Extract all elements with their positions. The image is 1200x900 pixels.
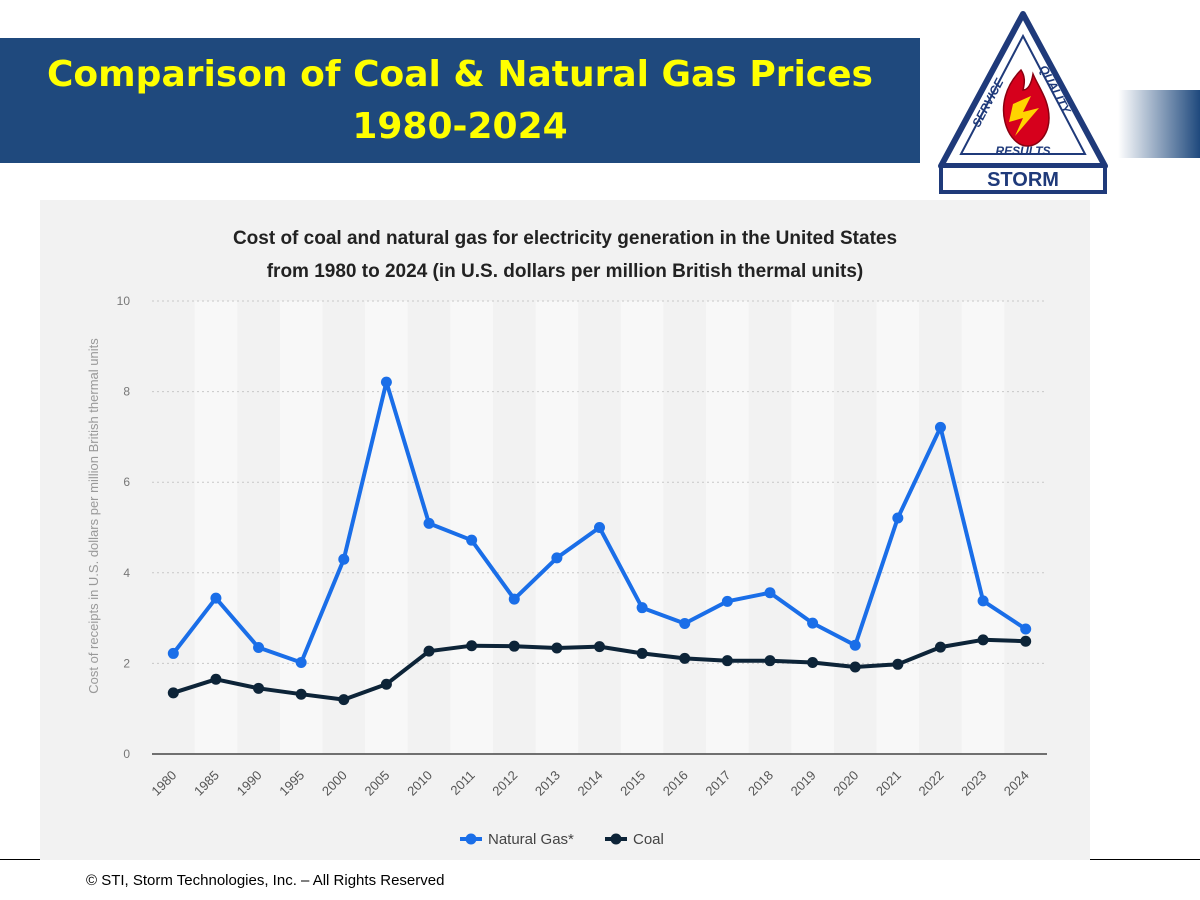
data-point-natural-gas <box>167 647 179 659</box>
x-tick-label: 2019 <box>788 768 819 799</box>
data-point-coal <box>764 655 776 667</box>
data-point-natural-gas <box>210 592 222 604</box>
slide-title-line-2: 1980-2024 <box>352 106 568 147</box>
column-band <box>365 301 408 754</box>
y-tick-label: 6 <box>123 475 130 489</box>
y-tick-label: 10 <box>117 294 131 308</box>
footer-copyright: © STI, Storm Technologies, Inc. – All Ri… <box>86 872 445 889</box>
legend: Natural Gas* Coal <box>460 831 664 848</box>
data-point-coal <box>167 687 179 699</box>
legend-label: Coal <box>633 831 664 848</box>
data-point-coal <box>892 658 904 670</box>
y-tick-label: 4 <box>123 566 130 580</box>
data-point-coal <box>423 645 435 657</box>
data-point-natural-gas <box>679 618 691 630</box>
data-point-coal <box>380 678 392 690</box>
data-point-coal <box>253 682 265 694</box>
slide-title-line-1: Comparison of Coal & Natural Gas Prices <box>47 54 873 95</box>
x-tick-label: 2011 <box>447 768 477 798</box>
title-banner: Comparison of Coal & Natural Gas Prices … <box>0 38 920 163</box>
data-point-coal <box>977 634 989 646</box>
x-tick-label: 1990 <box>234 768 265 799</box>
column-band <box>535 301 579 754</box>
x-tick-label: 2020 <box>830 768 861 799</box>
x-tick-label: 2000 <box>319 768 350 799</box>
y-tick-label: 0 <box>123 747 130 761</box>
data-point-coal <box>295 688 307 700</box>
data-point-natural-gas <box>423 517 435 529</box>
data-point-natural-gas <box>338 553 350 565</box>
data-point-coal <box>551 642 563 654</box>
x-tick-label: 1980 <box>148 768 179 799</box>
data-point-natural-gas <box>551 552 563 564</box>
x-tick-label: 2016 <box>660 768 691 799</box>
x-tick-label: 2021 <box>873 768 904 799</box>
data-point-natural-gas <box>849 639 861 651</box>
chart-panel: 0 2 4 6 8 10 1980 1985 1990 1995 2000 2005 2010 2011… <box>40 200 1090 860</box>
bottom-rule-right <box>1090 859 1200 860</box>
x-tick-label: 2018 <box>745 768 776 799</box>
data-point-coal <box>679 652 691 664</box>
column-band <box>791 301 834 754</box>
data-point-natural-gas <box>1020 623 1032 635</box>
data-point-coal <box>594 641 605 653</box>
y-tick-label: 8 <box>123 385 130 399</box>
data-point-natural-gas <box>253 642 265 654</box>
column-band <box>279 301 323 754</box>
column-band <box>450 301 493 754</box>
x-tick-label: 2015 <box>617 768 648 799</box>
data-point-natural-gas <box>764 587 776 599</box>
logo-results-text: RESULTS <box>995 144 1050 158</box>
data-point-natural-gas <box>636 602 648 614</box>
data-point-natural-gas <box>807 617 819 629</box>
bottom-rule-left <box>0 859 40 860</box>
data-point-natural-gas <box>594 522 605 533</box>
data-point-natural-gas <box>721 595 733 607</box>
x-tick-label: 2022 <box>916 768 947 799</box>
y-tick-label: 2 <box>123 656 130 670</box>
column-band <box>961 301 1005 754</box>
x-tick-label: 2012 <box>489 768 520 799</box>
data-point-coal <box>210 673 222 685</box>
logo-storm-text: STORM <box>987 169 1059 191</box>
data-point-natural-gas <box>380 376 392 388</box>
x-tick-label: 2023 <box>958 768 989 799</box>
column-band <box>620 301 664 754</box>
chart-title-line-2: from 1980 to 2024 (in U.S. dollars per m… <box>267 261 864 282</box>
storm-logo: SERVICE QUALITY RESULTS STORM <box>935 8 1113 196</box>
data-point-natural-gas <box>892 512 904 524</box>
data-point-natural-gas <box>977 595 989 607</box>
data-point-coal <box>338 694 350 706</box>
x-tick-label: 2017 <box>702 768 733 799</box>
data-point-coal <box>721 655 733 667</box>
data-point-coal <box>807 656 819 668</box>
data-point-coal <box>466 640 478 652</box>
data-point-natural-gas <box>934 421 946 433</box>
data-point-natural-gas <box>466 534 478 546</box>
legend-label: Natural Gas* <box>488 831 574 848</box>
data-point-coal <box>1020 635 1032 647</box>
decorative-gradient-bar <box>1118 90 1200 158</box>
x-tick-label: 2013 <box>532 768 563 799</box>
data-point-natural-gas <box>295 656 307 668</box>
data-point-coal <box>849 661 861 673</box>
data-point-coal <box>636 647 648 659</box>
data-point-natural-gas <box>508 593 520 605</box>
x-tick-label: 1985 <box>191 768 222 799</box>
x-tick-label: 2010 <box>404 768 435 799</box>
data-point-coal <box>508 640 520 652</box>
legend-swatch-marker <box>610 833 622 845</box>
chart-title-line-1: Cost of coal and natural gas for electri… <box>233 228 897 249</box>
column-band <box>876 301 920 754</box>
column-band <box>706 301 749 754</box>
legend-swatch-marker <box>465 833 477 845</box>
x-tick-label: 1995 <box>276 768 307 799</box>
y-axis-label: Cost of receipts in U.S. dollars per mil… <box>86 338 101 694</box>
line-chart: 0 2 4 6 8 10 1980 1985 1990 1995 2000 2005 2010 2011… <box>86 228 1047 848</box>
x-tick-label: 2024 <box>1001 768 1032 799</box>
x-tick-label: 2014 <box>575 768 606 799</box>
x-tick-label: 2005 <box>361 768 392 799</box>
data-point-coal <box>934 641 946 653</box>
